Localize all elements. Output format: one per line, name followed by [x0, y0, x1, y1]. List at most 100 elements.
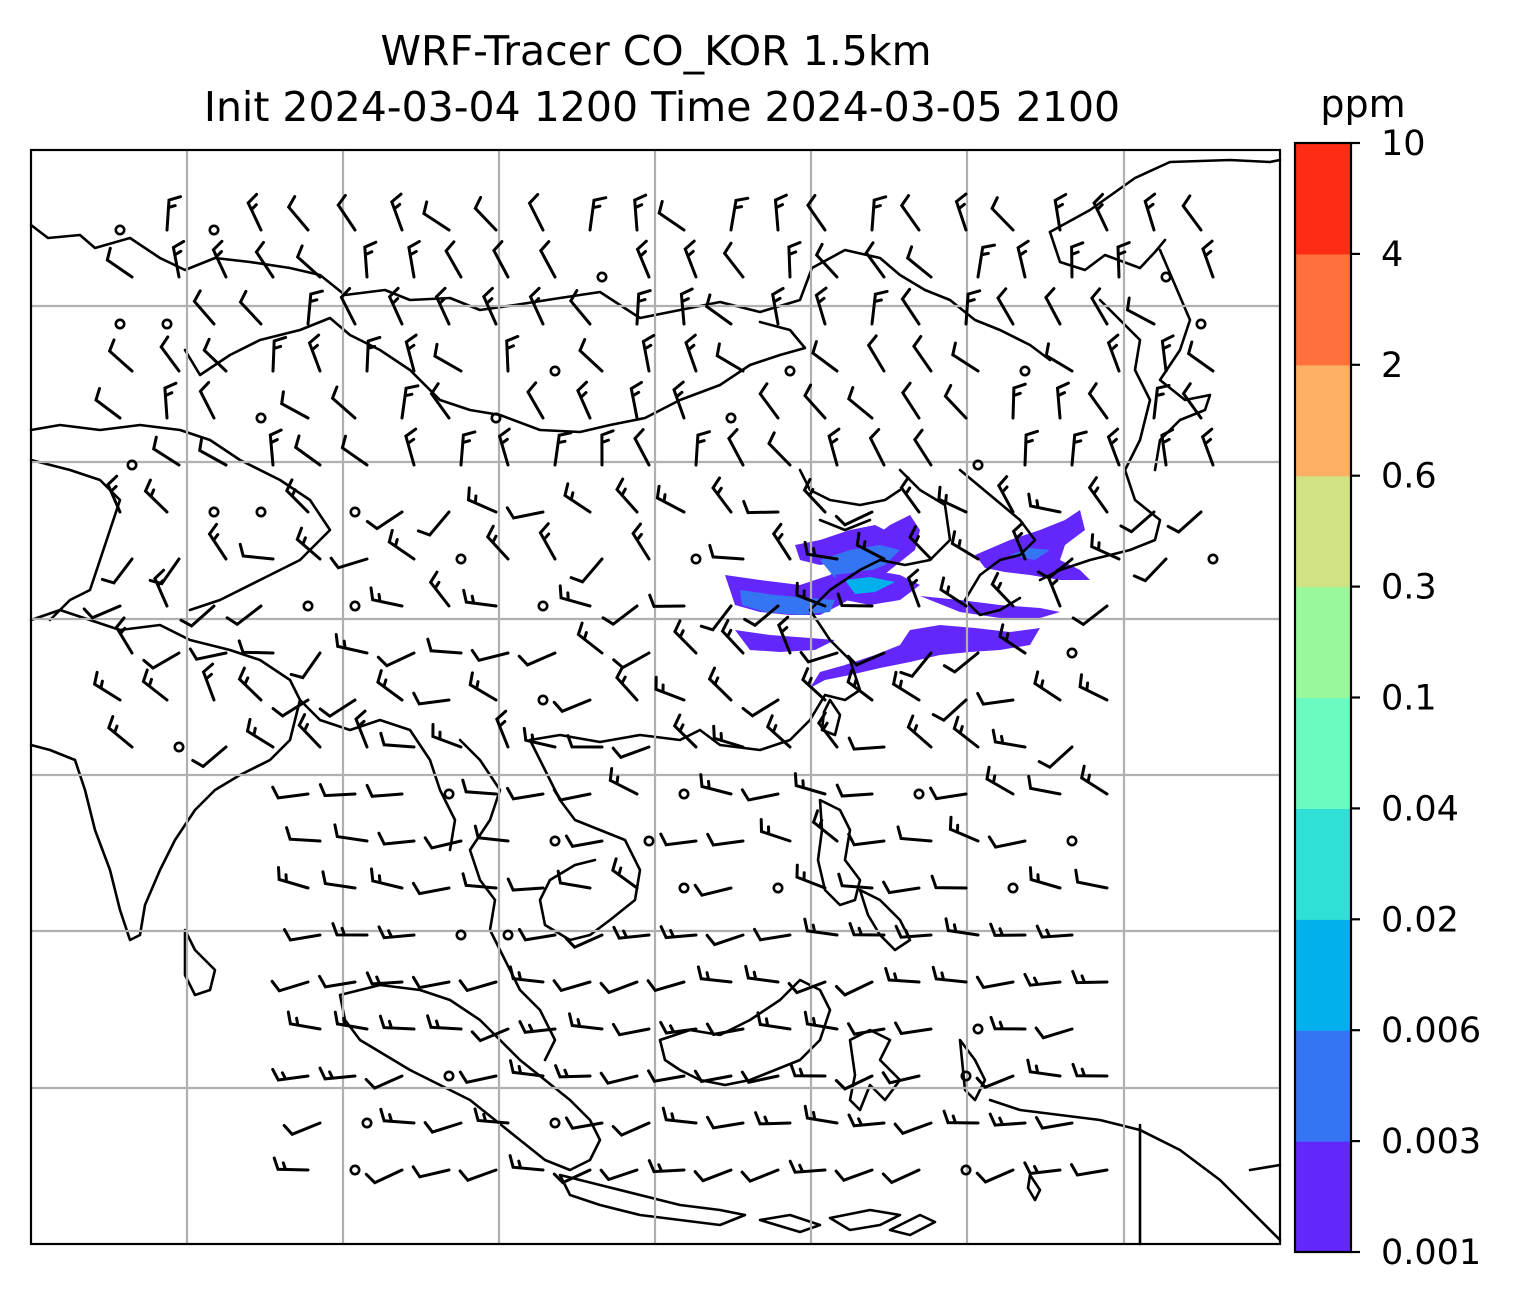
wind-barb — [811, 340, 839, 373]
wind-barb — [354, 709, 369, 749]
wind-barb — [152, 435, 181, 467]
wind-barb — [1023, 972, 1062, 987]
wind-barb — [566, 734, 604, 749]
wind-barb — [975, 975, 1015, 990]
wind-barb — [191, 745, 228, 769]
wind-barb — [295, 526, 322, 561]
colorbar-ticks: 0.001 0.003 0.006 0.02 0.04 0.1 0.3 0.6 2 4 10 — [1351, 124, 1481, 1273]
wind-barb — [1011, 521, 1027, 561]
wind-barb — [827, 427, 841, 467]
wind-barb — [340, 434, 369, 467]
wind-barb — [611, 745, 651, 760]
wind-barb — [599, 1168, 639, 1182]
wind-barb — [114, 616, 134, 655]
wind-barb — [289, 651, 322, 680]
wind-barb — [641, 333, 656, 373]
wind-barb — [482, 286, 498, 326]
wind-barb — [659, 832, 698, 847]
wind-barb — [400, 384, 420, 420]
wind-barb — [712, 724, 745, 749]
wind-barb — [905, 245, 933, 279]
wind-barb — [896, 825, 933, 843]
calm-wind-marker — [490, 412, 502, 424]
wind-barb — [365, 510, 404, 531]
wind-barb — [891, 670, 921, 702]
wind-barb — [836, 592, 874, 608]
calm-wind-marker — [161, 318, 173, 330]
wind-barb — [198, 437, 228, 467]
colorbar-band — [1295, 808, 1351, 920]
wind-barb — [931, 698, 968, 723]
coastline — [816, 798, 862, 907]
coastline — [1153, 248, 1212, 472]
wind-barb — [426, 1014, 463, 1031]
calm-wind-marker — [725, 412, 737, 424]
wind-barb — [672, 380, 686, 420]
colorbar-band — [1295, 475, 1351, 588]
wind-barb — [987, 835, 1027, 849]
wind-barb — [165, 195, 182, 232]
wind-barb — [431, 723, 463, 749]
wind-barb — [855, 531, 886, 561]
wind-barb — [458, 1168, 498, 1182]
wind-barb — [799, 650, 839, 664]
wind-barb — [142, 651, 181, 670]
wind-barb — [107, 338, 134, 373]
wind-barb — [568, 1012, 604, 1031]
wind-barb — [94, 387, 122, 420]
wind-barb — [171, 239, 186, 279]
wind-barb — [847, 832, 886, 847]
wind-barb — [1055, 381, 1070, 420]
wind-barb — [846, 651, 886, 667]
wind-barb — [659, 1020, 698, 1035]
wind-barb — [1034, 1026, 1074, 1040]
wind-barb — [192, 289, 216, 326]
wind-barb — [506, 786, 545, 801]
wind-barb — [722, 241, 745, 279]
wind-barb — [470, 1027, 510, 1043]
calm-wind-marker — [784, 365, 796, 377]
wind-barb — [837, 872, 874, 890]
wind-barb — [334, 633, 369, 655]
coastline — [1026, 1173, 1042, 1202]
coastline — [558, 1173, 747, 1227]
wind-barb — [648, 593, 686, 608]
coastline — [1048, 230, 1167, 272]
wind-barb — [950, 530, 980, 561]
wind-barb — [884, 967, 921, 984]
calm-wind-marker — [537, 600, 549, 612]
calm-wind-marker — [361, 1117, 373, 1129]
wind-barb — [1037, 745, 1074, 770]
wind-barb — [508, 965, 545, 984]
wind-barb — [1016, 239, 1030, 279]
calm-wind-marker — [1007, 882, 1019, 894]
wind-barb — [931, 965, 968, 984]
wind-barb — [517, 651, 557, 667]
wind-barb — [899, 476, 921, 514]
wind-barb — [411, 975, 451, 990]
calm-wind-marker — [913, 788, 925, 800]
wind-barb — [1200, 427, 1215, 467]
wind-barb — [518, 1020, 557, 1034]
wind-barb — [307, 333, 322, 373]
wind-barb — [864, 241, 886, 279]
calm-wind-marker — [960, 1070, 972, 1082]
wind-barb — [485, 524, 510, 561]
coastline — [183, 928, 217, 997]
wind-barb — [1027, 492, 1062, 514]
wind-barb — [693, 1069, 733, 1084]
wind-barb — [271, 698, 310, 718]
wind-barb — [894, 924, 933, 939]
wind-barb — [411, 881, 451, 896]
calm-wind-marker — [255, 506, 267, 518]
wind-barb — [795, 863, 827, 890]
wind-barb — [1090, 287, 1109, 326]
wind-barb — [1070, 1163, 1109, 1177]
wind-barb — [835, 783, 874, 798]
wind-barb — [611, 857, 639, 890]
wind-barb — [633, 193, 648, 232]
calm-wind-marker — [1066, 835, 1078, 847]
wind-barb — [365, 335, 382, 373]
wind-barb — [846, 668, 874, 702]
wind-barb — [159, 335, 181, 373]
